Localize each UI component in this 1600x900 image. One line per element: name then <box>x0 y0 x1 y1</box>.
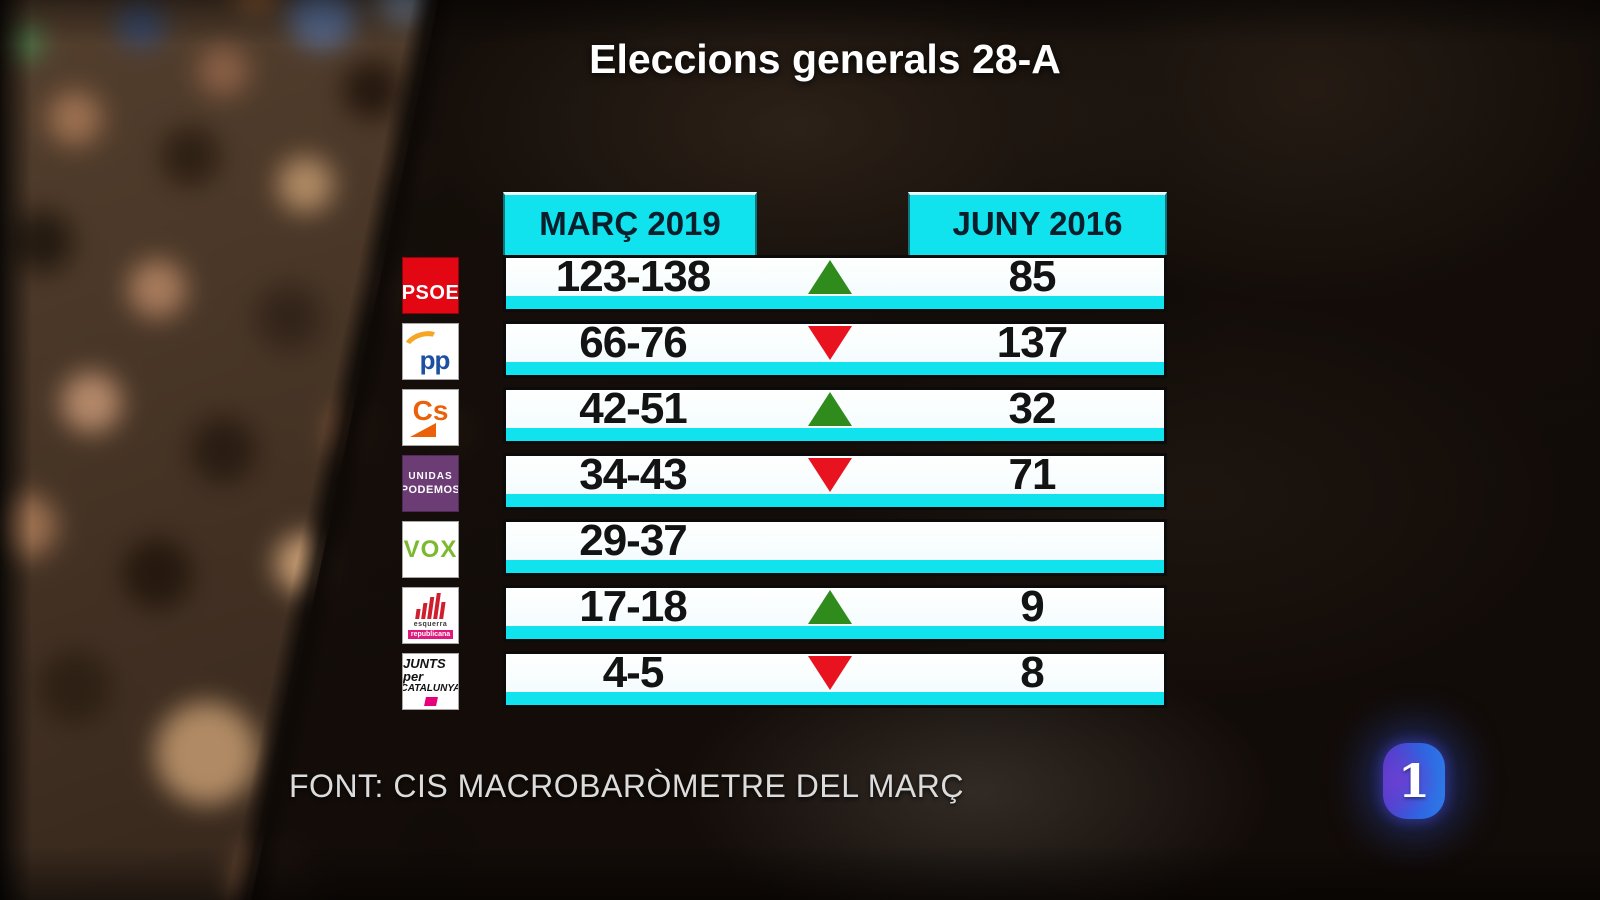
trend-arrow-icon <box>760 258 900 296</box>
seats-june: 137 <box>996 318 1068 367</box>
seats-march: 34-43 <box>579 450 688 499</box>
table-row: 66-76 137 <box>503 321 1167 378</box>
jxcat-logo-icon: JUNTS per CATALUNYA <box>402 653 459 710</box>
seats-march: 66-76 <box>579 318 688 367</box>
trend-arrow-icon <box>760 588 900 626</box>
seats-june: 8 <box>1020 648 1044 697</box>
erc-bars-icon <box>414 592 447 619</box>
table-row: 42-51 32 <box>503 387 1167 444</box>
seats-march: 123-138 <box>555 252 711 301</box>
seats-june: 9 <box>1020 582 1044 631</box>
seats-june: 85 <box>1008 252 1057 301</box>
vox-logo-icon: VOX <box>402 521 459 578</box>
la1-channel-logo: 1 <box>1383 743 1445 819</box>
column-header-marc-2019: MARÇ 2019 <box>503 192 757 255</box>
table-row: 4-5 8 <box>503 651 1167 708</box>
column-header-juny-2016: JUNY 2016 <box>908 192 1167 255</box>
cs-triangle-icon <box>409 422 436 437</box>
trend-arrow-icon <box>760 324 900 362</box>
seats-march: 29-37 <box>579 516 688 565</box>
table-row: 29-37 <box>503 519 1167 576</box>
trend-arrow-icon <box>760 654 900 692</box>
seats-march: 42-51 <box>579 384 688 433</box>
psoe-logo-icon: PSOE <box>402 257 459 314</box>
source-credit: FONT: CIS MACROBARÒMETRE DEL MARÇ <box>289 768 964 804</box>
trend-arrow-icon <box>760 390 900 428</box>
la1-number: 1 <box>1397 754 1430 808</box>
trend-arrow-icon <box>760 456 900 494</box>
ciutadans-logo-icon: Cs <box>402 389 459 446</box>
seats-march: 4-5 <box>602 648 665 697</box>
seats-march: 17-18 <box>579 582 688 631</box>
table-row: 17-18 9 <box>503 585 1167 642</box>
erc-logo-icon: esquerra republicana <box>402 587 459 644</box>
seats-june: 71 <box>1008 450 1057 499</box>
table-row: 123-138 85 <box>503 255 1167 312</box>
unidas-podemos-logo-icon: UNIDAS PODEMOS <box>402 455 459 512</box>
jxcat-mark-icon <box>423 697 438 706</box>
table-row: 34-43 71 <box>503 453 1167 510</box>
seats-june: 32 <box>1008 384 1057 433</box>
page-title: Eleccions generals 28-A <box>589 36 1061 82</box>
trend-arrow-icon <box>760 522 900 560</box>
pp-logo-icon: pp <box>402 323 459 380</box>
